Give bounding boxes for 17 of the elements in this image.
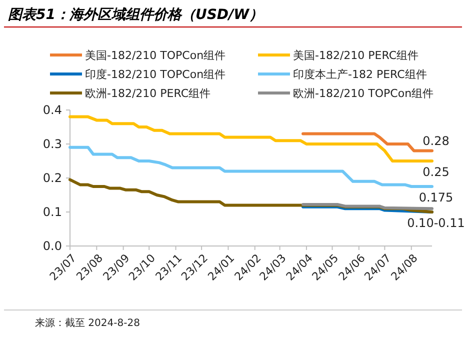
y-tick-label: 0.2	[42, 171, 62, 186]
legend-label: 印度本土产-182 PERC组件	[293, 68, 427, 81]
legend-label: 美国-182/210 TOPCon组件	[85, 49, 226, 62]
annotation: 0.175	[418, 190, 454, 204]
source-note: 来源：截至 2024-8-28	[35, 317, 140, 329]
legend-label: 欧洲-182/210 TOPCon组件	[293, 87, 434, 100]
y-tick-label: 0.1	[42, 205, 62, 220]
annotation: 0.25	[422, 165, 450, 179]
y-tick-label: 0.0	[42, 239, 62, 254]
legend-label: 美国-182/210 PERC组件	[293, 49, 419, 62]
annotation: 0.10-0.11	[407, 216, 465, 230]
legend-label: 印度-182/210 TOPCon组件	[85, 68, 226, 81]
legend-label: 欧洲-182/210 PERC组件	[85, 87, 211, 100]
y-tick-label: 0.3	[42, 137, 62, 152]
chart-title: 图表51：海外区域组件价格（USD/W）	[8, 7, 264, 23]
y-tick-label: 0.4	[42, 103, 62, 118]
annotation: 0.28	[422, 134, 450, 148]
